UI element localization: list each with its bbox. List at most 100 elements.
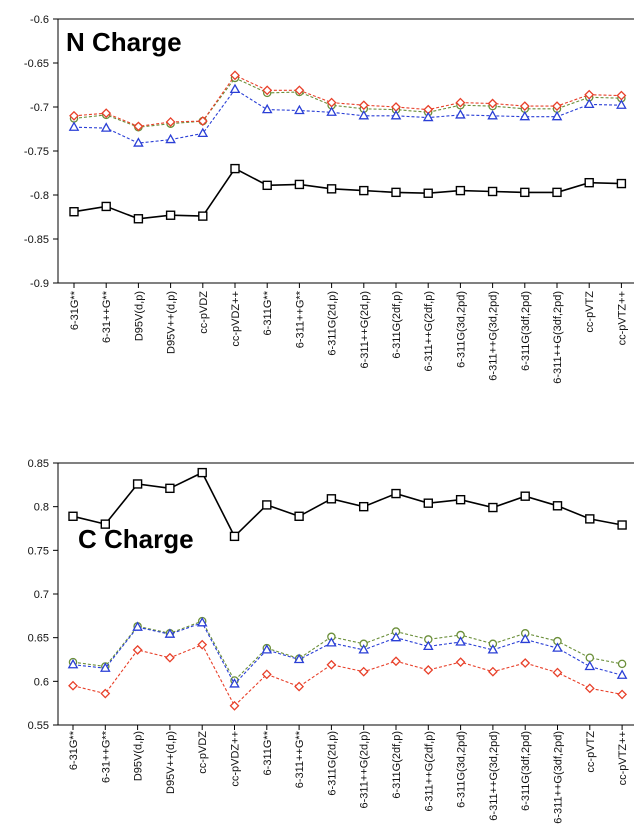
- data-point-square: [424, 189, 432, 197]
- x-category-label: cc-pVTZ: [585, 731, 597, 773]
- data-point-diamond: [360, 668, 368, 676]
- data-point-square: [586, 515, 594, 523]
- x-category-label: cc-pVTZ++: [616, 291, 628, 345]
- data-point-square: [554, 502, 562, 510]
- x-category-label: 6-31++G**: [101, 290, 113, 343]
- data-point-diamond: [521, 659, 529, 667]
- x-category-label: D95V(d,p): [133, 731, 145, 781]
- data-point-triangle: [553, 644, 561, 652]
- x-category-label: cc-pVTZ: [584, 291, 596, 333]
- data-point-square: [553, 188, 561, 196]
- series-line: [74, 89, 621, 143]
- series-line: [73, 621, 622, 680]
- y-tick-label: 0.8: [34, 502, 49, 514]
- series-line: [74, 78, 621, 127]
- data-point-triangle: [521, 112, 529, 120]
- y-tick-label: 0.65: [28, 633, 49, 645]
- series-line: [73, 623, 622, 684]
- x-category-label: cc-pVTZ++: [617, 731, 629, 785]
- data-point-square: [489, 187, 497, 195]
- series-line: [73, 645, 622, 706]
- data-point-square: [424, 499, 432, 507]
- data-point-square: [489, 504, 497, 512]
- y-tick-label: 0.85: [28, 458, 49, 470]
- x-category-label: cc-pVDZ: [197, 731, 209, 774]
- x-category-label: 6-311++G(3d,2pd): [488, 291, 500, 381]
- data-point-triangle: [166, 135, 174, 143]
- x-category-label: 6-311++G(2df,p): [423, 291, 435, 372]
- chart-2: 0.850.80.750.70.650.60.556-31G**6-31++G*…: [28, 458, 634, 824]
- x-category-label: 6-311G(3df,2pd): [520, 731, 532, 811]
- series-circle: [69, 617, 625, 684]
- x-category-label: 6-311G(3d,2pd): [456, 731, 468, 808]
- x-category-label: 6-311++G(3df,2pd): [552, 291, 564, 384]
- data-point-triangle: [327, 108, 335, 116]
- x-category-label: 6-311++G(3df,2pd): [553, 731, 565, 824]
- data-point-triangle: [360, 111, 368, 119]
- data-point-diamond: [618, 690, 626, 698]
- x-category-label: cc-pVDZ++: [230, 291, 242, 347]
- data-point-square: [69, 512, 77, 520]
- data-point-triangle: [456, 110, 464, 118]
- series-line: [74, 169, 621, 219]
- data-point-circle: [619, 660, 626, 667]
- data-point-square: [231, 165, 239, 173]
- data-point-diamond: [134, 646, 142, 654]
- x-category-label: 6-311++G(3d,2pd): [488, 731, 500, 821]
- data-point-square: [456, 187, 464, 195]
- y-tick-label: -0.85: [24, 234, 49, 246]
- y-tick-label: 0.75: [28, 545, 49, 557]
- data-point-square: [521, 492, 529, 500]
- chart-title: N Charge: [66, 27, 182, 57]
- x-category-label: cc-pVDZ: [198, 291, 210, 334]
- data-point-diamond: [231, 702, 239, 710]
- x-category-label: 6-311++G(2d,p): [359, 291, 371, 368]
- data-point-square: [457, 496, 465, 504]
- data-point-triangle: [295, 106, 303, 114]
- data-point-triangle: [617, 101, 625, 109]
- y-tick-label: 0.7: [34, 589, 49, 601]
- x-category-label: 6-311++G**: [294, 730, 306, 788]
- x-category-label: 6-311G(3df,2pd): [520, 291, 532, 371]
- data-point-square: [70, 208, 78, 216]
- data-point-square: [102, 202, 110, 210]
- data-point-diamond: [295, 683, 303, 691]
- x-category-label: 6-311G(2d,p): [326, 731, 338, 796]
- data-point-triangle: [553, 112, 561, 120]
- data-point-triangle: [231, 85, 239, 93]
- data-point-square: [101, 520, 109, 528]
- x-category-label: 6-311++G(2df,p): [423, 731, 435, 812]
- series-square: [70, 165, 625, 223]
- data-point-diamond: [101, 690, 109, 698]
- series-line: [74, 75, 621, 126]
- data-point-triangle: [488, 111, 496, 119]
- x-category-label: 6-311G**: [262, 290, 274, 335]
- y-tick-label: -0.7: [30, 102, 49, 114]
- data-point-square: [134, 480, 142, 488]
- data-point-square: [328, 185, 336, 193]
- chart-title: C Charge: [78, 524, 194, 554]
- data-point-triangle: [456, 638, 464, 646]
- y-tick-label: 0.6: [34, 676, 49, 688]
- data-point-diamond: [392, 657, 400, 665]
- data-point-triangle: [70, 123, 78, 131]
- series-diamond: [69, 641, 626, 710]
- data-point-square: [231, 532, 239, 540]
- data-point-square: [327, 495, 335, 503]
- x-category-label: D95V++(d,p): [165, 731, 177, 794]
- y-tick-label: 0.55: [28, 720, 49, 732]
- series-triangle: [69, 618, 627, 687]
- data-point-diamond: [198, 641, 206, 649]
- data-point-square: [360, 187, 368, 195]
- x-category-label: 6-311G(2d,p): [327, 291, 339, 356]
- data-point-diamond: [554, 669, 562, 677]
- data-point-square: [166, 484, 174, 492]
- data-point-triangle: [586, 662, 594, 670]
- data-point-circle: [586, 654, 593, 661]
- x-category-label: 6-311G**: [262, 730, 274, 775]
- data-point-diamond: [586, 684, 594, 692]
- data-point-square: [134, 215, 142, 223]
- data-point-diamond: [457, 658, 465, 666]
- y-tick-label: -0.65: [24, 58, 49, 70]
